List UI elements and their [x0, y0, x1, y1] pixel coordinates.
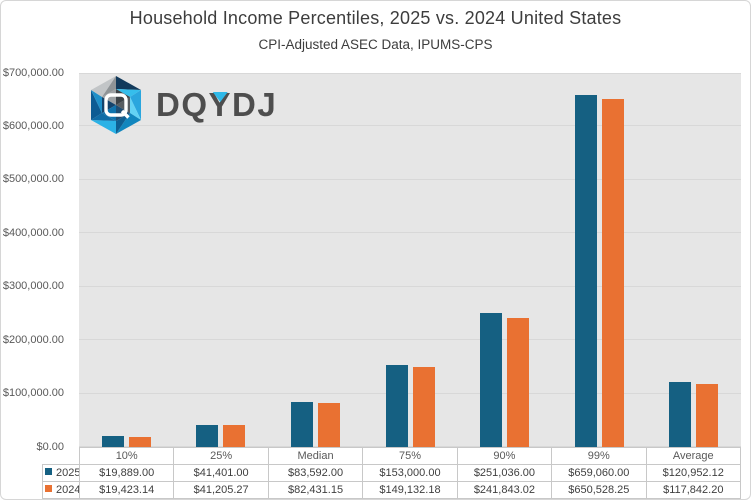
- dqydj-logo-text: DQ Y DJ: [156, 86, 277, 124]
- plot-area: [79, 73, 741, 447]
- y-tick-label: $500,000.00: [2, 173, 64, 186]
- category-header-10%: 10%: [78, 447, 175, 465]
- value-2024-Average: $117,842.20: [645, 481, 742, 499]
- value-2025-25%: $41,401.00: [173, 464, 269, 482]
- category-header-99%: 99%: [551, 447, 647, 465]
- bar-2025-10%: [101, 436, 124, 447]
- legend-key-2025: [45, 468, 52, 476]
- gridline: [79, 339, 741, 340]
- value-2025-10%: $19,889.00: [78, 464, 175, 482]
- y-tick-label: $200,000.00: [2, 333, 64, 346]
- y-tick-label: $600,000.00: [2, 119, 64, 132]
- gridline: [79, 393, 741, 394]
- y-tick-label: $700,000.00: [2, 66, 64, 79]
- chart-subtitle: CPI-Adjusted ASEC Data, IPUMS-CPS: [258, 37, 493, 52]
- value-2024-10%: $19,423.14: [78, 481, 175, 499]
- category-header-Median: Median: [267, 447, 364, 465]
- y-tick-label: $400,000.00: [2, 226, 64, 239]
- bar-2024-99%: [601, 99, 624, 447]
- table-header-row: 10% 25% Median 75% 90% 99% Average: [43, 447, 742, 465]
- value-2025-90%: $251,036.00: [456, 464, 553, 482]
- value-2024-25%: $41,205.27: [173, 481, 269, 499]
- gridline: [79, 73, 741, 74]
- y-tick-label: $100,000.00: [2, 387, 64, 400]
- chart-title: Household Income Percentiles, 2025 vs. 2…: [129, 8, 622, 28]
- table-row-2024: 2024 $19,423.14 $41,205.27 $82,431.15 $149,1…: [42, 481, 742, 499]
- gridline: [79, 125, 741, 126]
- gridline: [79, 232, 741, 233]
- value-2024-Median: $82,431.15: [267, 481, 364, 499]
- y-tick-label: $300,000.00: [2, 280, 64, 293]
- bar-2024-10%: [128, 437, 151, 447]
- bar-2024-75%: [412, 367, 435, 447]
- value-2025-Median: $83,592.00: [267, 464, 364, 482]
- value-2024-75%: $149,132.18: [362, 481, 458, 499]
- value-2025-75%: $153,000.00: [362, 464, 458, 482]
- bar-2025-75%: [385, 365, 408, 447]
- dqydj-logo-icon: [91, 76, 141, 134]
- value-2025-99%: $659,060.00: [551, 464, 647, 482]
- logo-text-dj: DJ: [232, 86, 278, 123]
- table-ghost-cell: [43, 448, 80, 465]
- category-header-Average: Average: [645, 447, 742, 465]
- category-header-25%: 25%: [173, 447, 269, 465]
- table-body: 10% 25% Median 75% 90% 99% Average 2025 $19,889.…: [42, 447, 742, 499]
- category-header-90%: 90%: [456, 447, 553, 465]
- y-axis: $700,000.00 $600,000.00 $500,000.00 $400,00…: [1, 67, 64, 453]
- bar-2024-Average: [696, 384, 719, 447]
- logo-text-dq: DQ: [156, 86, 209, 123]
- bar-2024-25%: [223, 425, 246, 447]
- value-2024-90%: $241,843.02: [456, 481, 553, 499]
- bar-2024-Median: [317, 403, 340, 447]
- gridline: [79, 286, 741, 287]
- category-header-75%: 75%: [362, 447, 458, 465]
- bar-2025-Median: [290, 402, 313, 447]
- value-2024-99%: $650,528.25: [551, 481, 647, 499]
- bar-2025-90%: [480, 313, 503, 447]
- legend-cell-2024: 2024: [42, 481, 80, 499]
- logo-y-triangle-icon: [212, 92, 228, 102]
- value-2025-Average: $120,952.12: [645, 464, 742, 482]
- dqydj-logo: DQ Y DJ: [89, 75, 277, 135]
- table-row-2025: 2025 $19,889.00 $41,401.00 $83,592.00 $153,0…: [42, 464, 742, 482]
- bar-2025-Average: [669, 382, 692, 447]
- logo-text-y: Y: [208, 86, 233, 123]
- gridline: [79, 179, 741, 180]
- gridline: [79, 446, 741, 447]
- legend-cell-2025: 2025: [42, 464, 80, 482]
- data-table: 10% 25% Median 75% 90% 99% Average 2025 $19,889.…: [42, 447, 742, 499]
- legend-key-2024: [45, 485, 52, 493]
- bar-2025-99%: [574, 95, 597, 447]
- bar-2025-25%: [196, 425, 219, 447]
- y-tick-label: $0.00: [36, 440, 64, 453]
- bar-2024-90%: [507, 318, 530, 447]
